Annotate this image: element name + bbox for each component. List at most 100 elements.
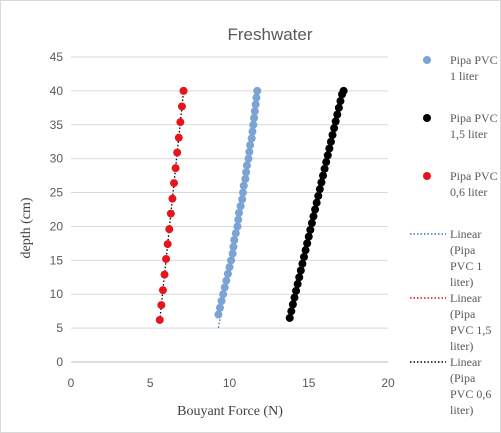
- x-tick-label: 20: [381, 376, 395, 390]
- data-point-series-0: [242, 168, 251, 177]
- data-point-series-0: [225, 263, 234, 272]
- data-point-series-1: [330, 124, 339, 133]
- data-point-series-2: [179, 86, 188, 95]
- legend-label: (Pipa: [450, 371, 476, 385]
- data-point-series-1: [326, 137, 335, 146]
- data-point-series-0: [233, 222, 242, 231]
- data-point-series-1: [322, 158, 331, 167]
- data-point-series-0: [249, 120, 258, 129]
- data-point-series-2: [155, 315, 164, 324]
- data-point-series-2: [162, 254, 171, 263]
- data-point-series-0: [247, 134, 256, 143]
- data-point-series-0: [245, 147, 254, 156]
- y-tick-label: 0: [56, 355, 63, 369]
- chart-title: Freshwater: [227, 25, 312, 44]
- data-point-series-1: [312, 198, 321, 207]
- y-tick-label: 30: [50, 152, 64, 166]
- data-point-series-2: [171, 164, 180, 173]
- grid: [71, 56, 388, 329]
- legend-label: Pipa PVC: [450, 53, 498, 67]
- data-point-series-1: [293, 280, 302, 289]
- data-point-series-1: [325, 144, 334, 153]
- data-point-series-1: [306, 225, 315, 234]
- data-points: [155, 86, 348, 324]
- legend-label: Linear: [450, 355, 481, 369]
- data-point-series-0: [227, 256, 236, 265]
- data-point-series-0: [242, 161, 251, 170]
- data-point-series-0: [252, 93, 261, 102]
- data-point-series-0: [214, 310, 223, 319]
- legend-label: liter): [450, 339, 473, 353]
- data-point-series-2: [166, 209, 175, 218]
- data-point-series-2: [165, 225, 174, 234]
- data-point-series-1: [285, 313, 294, 322]
- data-point-series-0: [229, 242, 238, 251]
- data-point-series-1: [319, 171, 328, 180]
- x-tick-label: 15: [302, 376, 316, 390]
- data-point-series-1: [290, 293, 299, 302]
- data-point-series-2: [170, 179, 179, 188]
- data-point-series-0: [230, 236, 239, 244]
- y-tick-label: 15: [50, 253, 64, 267]
- data-point-series-1: [304, 232, 313, 241]
- data-point-series-0: [238, 195, 247, 204]
- data-point-series-1: [339, 86, 348, 95]
- legend-label: liter): [450, 275, 473, 289]
- y-tick-label: 35: [50, 118, 64, 132]
- legend-label: PVC 1,5: [450, 323, 491, 337]
- data-point-series-0: [239, 181, 248, 190]
- data-point-series-0: [215, 303, 224, 312]
- data-point-series-0: [250, 114, 259, 122]
- data-point-series-2: [163, 240, 172, 249]
- legend-label: Linear: [450, 227, 481, 241]
- data-point-series-2: [174, 133, 183, 142]
- data-point-series-1: [333, 110, 342, 119]
- data-point-series-1: [311, 205, 320, 214]
- data-point-series-0: [246, 141, 255, 150]
- data-point-series-1: [323, 151, 332, 160]
- data-point-series-1: [307, 219, 316, 228]
- x-axis-label: Bouyant Force (N): [177, 404, 283, 419]
- x-tick-label: 5: [147, 376, 154, 390]
- data-point-series-0: [220, 283, 229, 292]
- data-point-series-2: [173, 148, 182, 157]
- y-tick-label: 10: [50, 287, 64, 301]
- data-point-series-2: [158, 286, 167, 295]
- legend-marker: [423, 56, 431, 64]
- data-point-series-1: [320, 164, 329, 173]
- data-point-series-0: [253, 86, 262, 95]
- data-point-series-1: [317, 178, 326, 187]
- legend-label: 1,5 liter: [450, 127, 487, 141]
- y-tick-label: 40: [50, 84, 64, 98]
- data-point-series-0: [236, 202, 245, 211]
- data-point-series-1: [288, 300, 297, 309]
- data-point-series-1: [296, 266, 305, 275]
- data-point-series-1: [334, 103, 343, 112]
- data-point-series-1: [301, 246, 310, 255]
- data-point-series-0: [217, 297, 226, 305]
- x-tick-label: 10: [223, 376, 237, 390]
- data-point-series-2: [168, 194, 177, 203]
- data-point-series-0: [222, 276, 231, 285]
- data-point-series-0: [235, 208, 244, 217]
- data-point-series-0: [231, 229, 240, 238]
- legend-label: PVC 1: [450, 259, 482, 273]
- tick-labels: 0 5 10 15 20 25 30 35 40 45 0 5 10 15 20: [50, 50, 395, 390]
- data-point-series-0: [219, 290, 228, 299]
- legend-label: Pipa PVC: [450, 111, 498, 125]
- data-point-series-1: [314, 191, 323, 200]
- data-point-series-1: [292, 286, 301, 295]
- data-point-series-0: [223, 269, 232, 278]
- y-tick-label: 45: [50, 50, 64, 64]
- y-tick-label: 5: [56, 321, 63, 335]
- data-point-series-1: [336, 97, 345, 106]
- legend: Pipa PVC 1 liter Pipa PVC 1,5 liter Pipa PVC…: [410, 53, 498, 417]
- legend-label: (Pipa: [450, 243, 476, 257]
- data-point-series-0: [248, 127, 257, 136]
- legend-label: 1 liter: [450, 69, 478, 83]
- data-point-series-2: [160, 270, 169, 279]
- data-point-series-0: [234, 215, 243, 224]
- y-axis-label: depth (cm): [19, 197, 34, 258]
